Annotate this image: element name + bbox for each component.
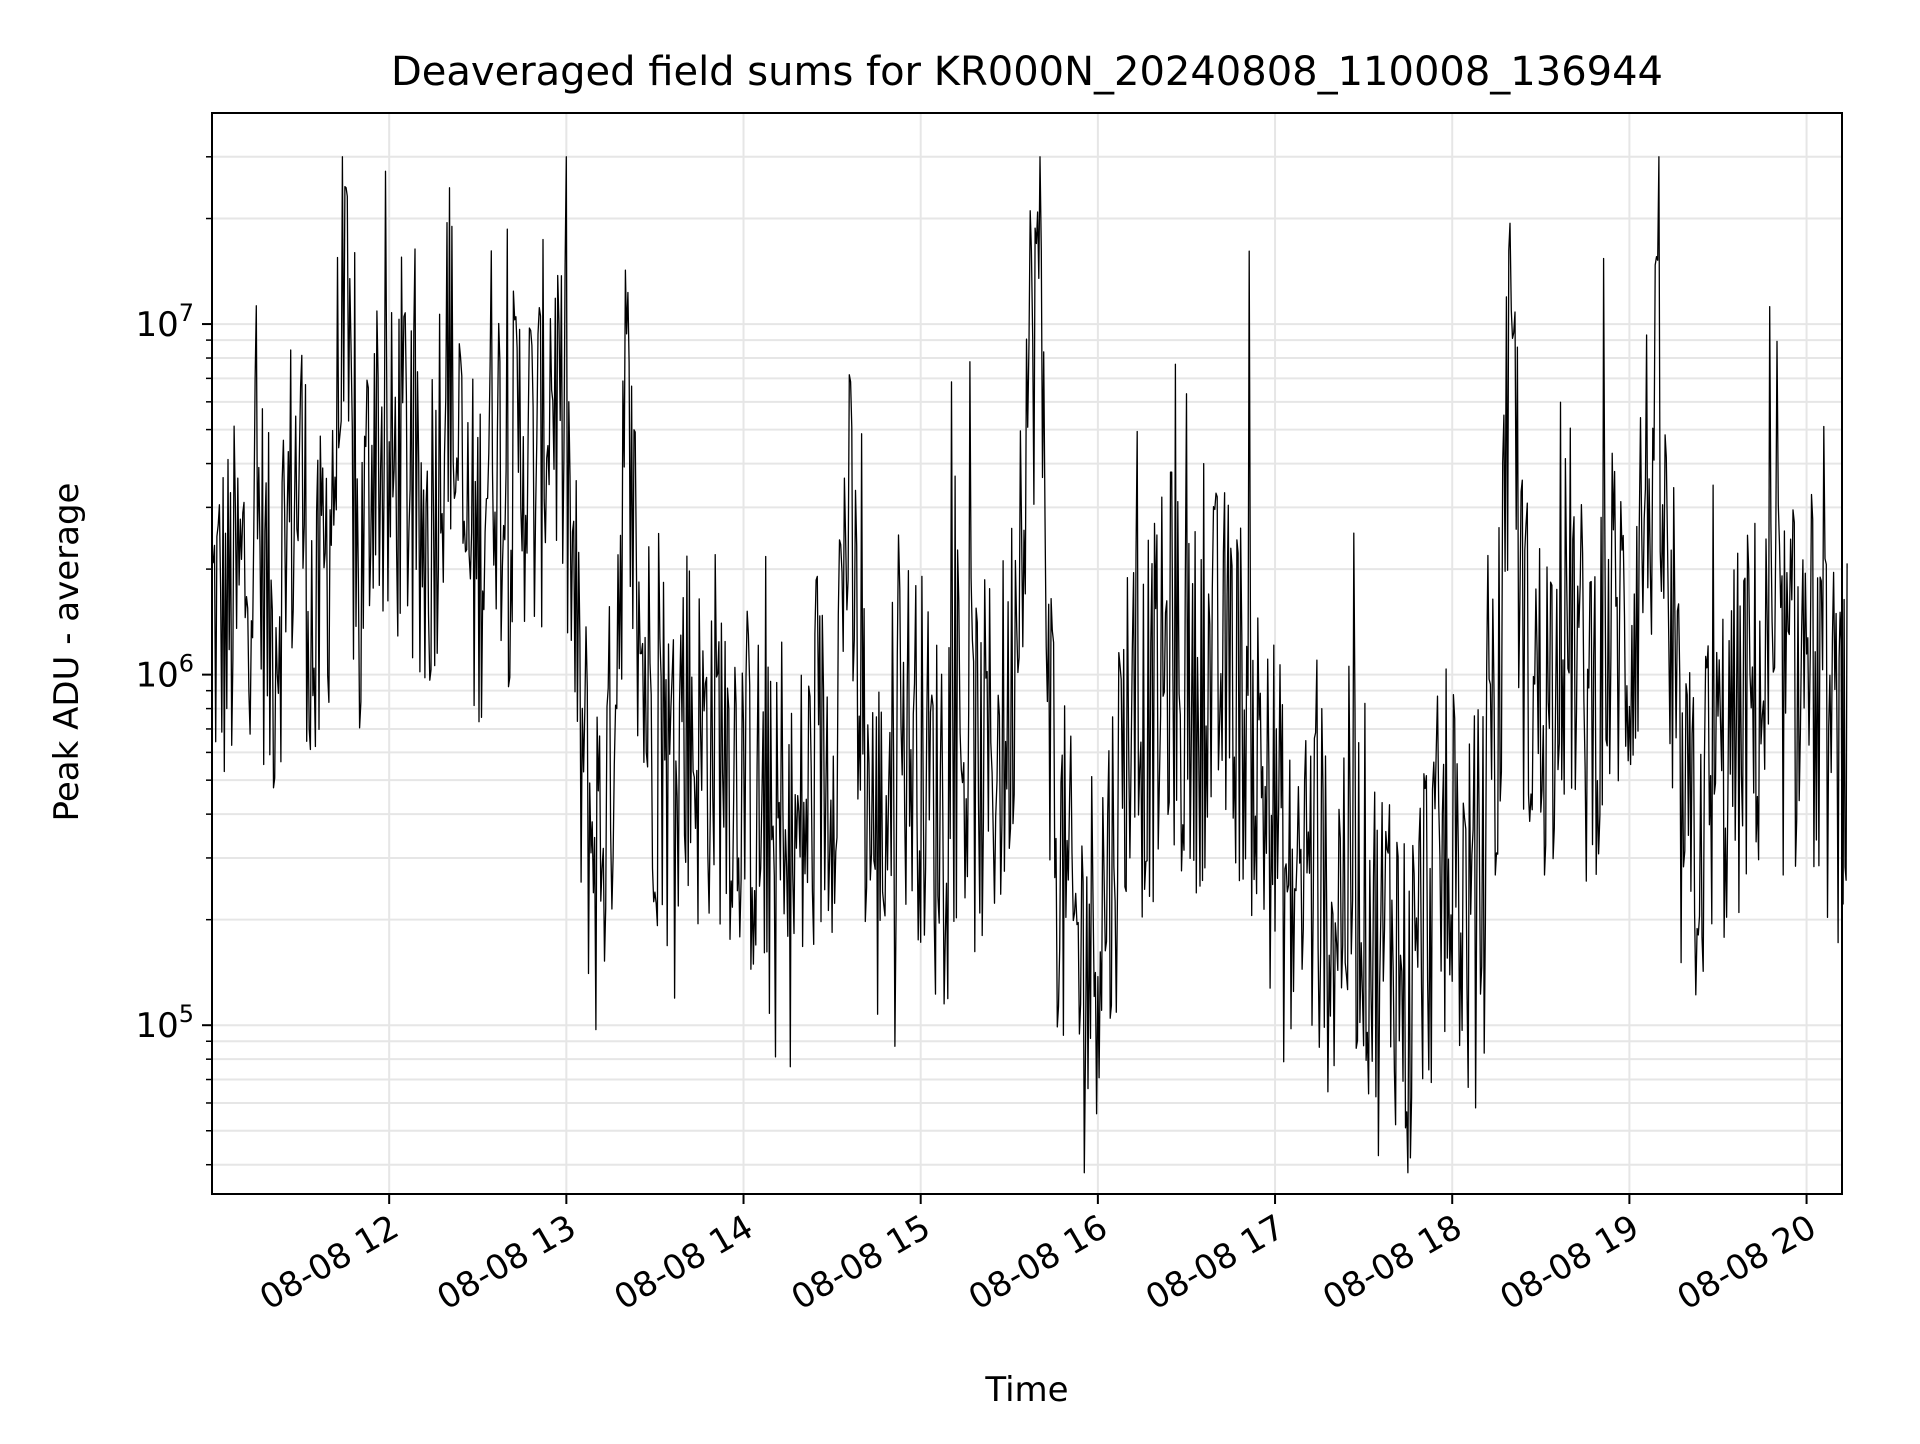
y-tick-label-exponent: 6 — [179, 650, 194, 678]
y-tick-label-base: 10 — [135, 656, 178, 696]
x-axis-label: Time — [984, 1370, 1068, 1410]
y-tick-label-exponent: 7 — [179, 299, 194, 327]
y-axis-label: Peak ADU - average — [47, 483, 87, 822]
chart-title: Deaveraged field sums for KR000N_2024080… — [391, 49, 1663, 95]
y-tick-label-base: 10 — [135, 305, 178, 345]
y-tick-label-base: 10 — [135, 1006, 178, 1046]
series — [211, 156, 1848, 1174]
series-line — [211, 156, 1848, 1174]
plot-frame — [211, 112, 1843, 1195]
y-tick-label: 106 — [135, 650, 194, 696]
y-tick-label: 107 — [135, 299, 194, 345]
y-tick-label: 105 — [135, 1000, 194, 1046]
y-tick-label-exponent: 5 — [179, 1000, 194, 1028]
